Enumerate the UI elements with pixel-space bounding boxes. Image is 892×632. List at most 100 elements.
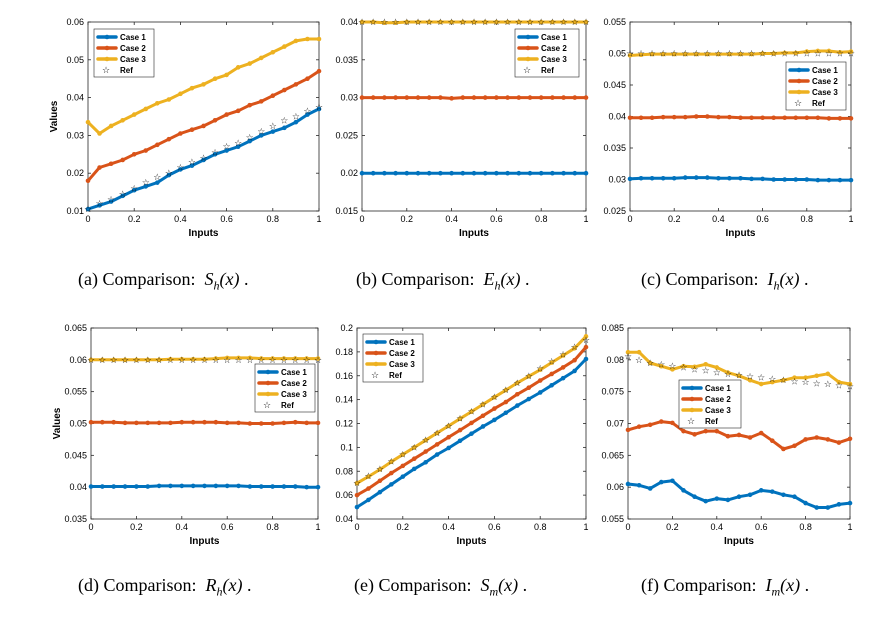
x-tick-label: 1: [583, 522, 588, 532]
series-point: [671, 114, 677, 120]
ref-star-point: ☆: [470, 18, 478, 28]
series-point: [647, 422, 653, 428]
ref-star-point: ☆: [502, 386, 510, 396]
series-case-1: [627, 175, 854, 183]
series-point: [537, 390, 543, 395]
legend-label: Ref: [705, 417, 718, 426]
y-tick-label: 0.03: [608, 175, 626, 185]
series-point: [460, 95, 466, 100]
ref-star-point: ☆: [626, 50, 634, 60]
y-tick-label: 0.045: [603, 80, 626, 90]
series-point: [770, 379, 775, 385]
series-point: [771, 115, 776, 121]
series-point: [503, 399, 509, 405]
series-point: [426, 95, 432, 100]
x-tick-label: 0.8: [535, 214, 548, 224]
series-point: [583, 334, 589, 339]
x-axis-label: Inputs: [459, 228, 489, 239]
ref-star-point: ☆: [790, 377, 798, 387]
panel-e: 0 0.2 0.4 0.6 0.8 1 0.04 0.06 0.08 0.1 0.12 0.14 0.1…: [335, 323, 590, 547]
series-point: [258, 133, 264, 138]
series-point: [471, 95, 477, 100]
series-point: [190, 483, 196, 489]
ref-star-point: ☆: [456, 415, 464, 425]
ref-star-point: ☆: [735, 371, 743, 381]
ref-star-point: ☆: [702, 367, 710, 377]
series-point: [201, 82, 206, 87]
legend-swatch-marker: [104, 34, 110, 40]
ref-star-point: ☆: [189, 356, 197, 366]
series-point: [236, 420, 241, 426]
y-tick-label: 0.2: [340, 323, 353, 333]
series-point: [770, 489, 775, 494]
series-point: [258, 356, 264, 361]
series-point: [537, 367, 543, 373]
ref-star-point: ☆: [353, 479, 361, 489]
ref-star-point: ☆: [188, 158, 196, 168]
legend-label: Case 3: [389, 360, 415, 369]
ref-star-point: ☆: [200, 356, 208, 366]
series-point: [482, 170, 488, 176]
series-point: [705, 51, 710, 57]
series-point: [625, 349, 631, 355]
series-point: [423, 437, 429, 443]
y-axis-label: Values: [52, 407, 63, 439]
series-point: [736, 432, 742, 438]
series-point: [515, 380, 520, 386]
series-point: [258, 421, 264, 426]
ref-star-point: ☆: [582, 18, 590, 28]
series-point: [727, 51, 732, 57]
series-point: [682, 114, 688, 120]
series-point: [415, 19, 421, 25]
series-point: [415, 170, 421, 176]
ref-star-point: ☆: [121, 356, 129, 366]
ref-star-point: ☆: [314, 356, 322, 366]
series-point: [758, 381, 764, 387]
series-point: [725, 497, 731, 503]
series-point: [538, 19, 544, 25]
series-point: [189, 127, 195, 133]
x-tick-label: 0.6: [755, 522, 768, 532]
legend-label: Case 2: [120, 44, 146, 53]
y-tick-label: 0.18: [335, 347, 353, 357]
ref-star-point: ☆: [679, 363, 687, 373]
series-point: [804, 49, 810, 54]
legend-label: Ref: [812, 99, 825, 108]
series-point: [770, 438, 775, 443]
series-point: [224, 72, 229, 78]
series-point: [469, 409, 474, 414]
legend-swatch-marker: [796, 67, 802, 73]
series-point: [178, 131, 183, 136]
legend-label: Ref: [389, 371, 402, 380]
series-point: [85, 119, 91, 125]
series-ref: ☆☆☆☆☆☆☆☆☆☆☆☆☆☆☆☆☆☆☆☆☆: [87, 356, 322, 366]
series-point: [411, 445, 417, 450]
ref-star-point: ☆: [813, 379, 821, 389]
series-point: [438, 19, 443, 25]
series-point: [393, 95, 398, 100]
series-point: [825, 505, 831, 510]
ref-star-point: ☆: [835, 381, 843, 391]
y-tick-label: 0.01: [66, 206, 84, 216]
ref-star-point: ☆: [410, 443, 418, 453]
x-tick-label: 0.6: [221, 522, 234, 532]
series-point: [705, 114, 710, 119]
series-point: [411, 456, 417, 462]
series-point: [389, 482, 394, 487]
series-point: [212, 117, 218, 123]
series-point: [85, 178, 91, 184]
series-point: [781, 377, 786, 383]
series-point: [131, 187, 137, 193]
x-tick-label: 0.8: [799, 522, 812, 532]
series-point: [446, 423, 451, 429]
ref-star-point: ☆: [803, 50, 811, 60]
series-point: [305, 112, 310, 117]
y-tick-label: 0.06: [66, 17, 84, 27]
series-point: [438, 95, 443, 100]
series-point: [423, 459, 429, 465]
legend-label: Case 2: [281, 379, 307, 388]
series-point: [293, 484, 298, 489]
x-tick-label: 0.2: [668, 214, 681, 224]
series-ref: ☆☆☆☆☆☆☆☆☆☆☆☆☆☆☆☆☆☆☆☆☆: [626, 50, 855, 60]
legend-label: Case 1: [812, 66, 838, 75]
